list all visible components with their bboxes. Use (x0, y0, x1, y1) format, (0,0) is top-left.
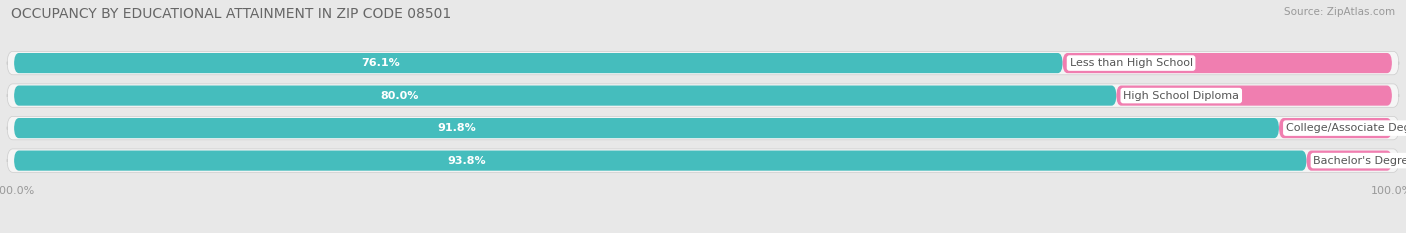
FancyBboxPatch shape (14, 151, 1306, 171)
Text: Source: ZipAtlas.com: Source: ZipAtlas.com (1284, 7, 1395, 17)
FancyBboxPatch shape (1063, 53, 1392, 73)
Text: High School Diploma: High School Diploma (1123, 91, 1239, 101)
FancyBboxPatch shape (7, 116, 1399, 140)
FancyBboxPatch shape (7, 84, 1399, 107)
FancyBboxPatch shape (1279, 118, 1392, 138)
Text: College/Associate Degree: College/Associate Degree (1286, 123, 1406, 133)
Text: OCCUPANCY BY EDUCATIONAL ATTAINMENT IN ZIP CODE 08501: OCCUPANCY BY EDUCATIONAL ATTAINMENT IN Z… (11, 7, 451, 21)
Text: 91.8%: 91.8% (437, 123, 477, 133)
Text: 76.1%: 76.1% (361, 58, 401, 68)
FancyBboxPatch shape (1306, 151, 1392, 171)
FancyBboxPatch shape (14, 118, 1279, 138)
FancyBboxPatch shape (7, 149, 1399, 172)
FancyBboxPatch shape (14, 53, 1063, 73)
Legend: Owner-occupied, Renter-occupied: Owner-occupied, Renter-occupied (588, 230, 818, 233)
Text: Less than High School: Less than High School (1070, 58, 1192, 68)
FancyBboxPatch shape (1116, 86, 1392, 106)
FancyBboxPatch shape (14, 86, 1116, 106)
Text: Bachelor's Degree or higher: Bachelor's Degree or higher (1313, 156, 1406, 166)
Text: 80.0%: 80.0% (381, 91, 419, 101)
Text: 93.8%: 93.8% (447, 156, 485, 166)
FancyBboxPatch shape (7, 51, 1399, 75)
